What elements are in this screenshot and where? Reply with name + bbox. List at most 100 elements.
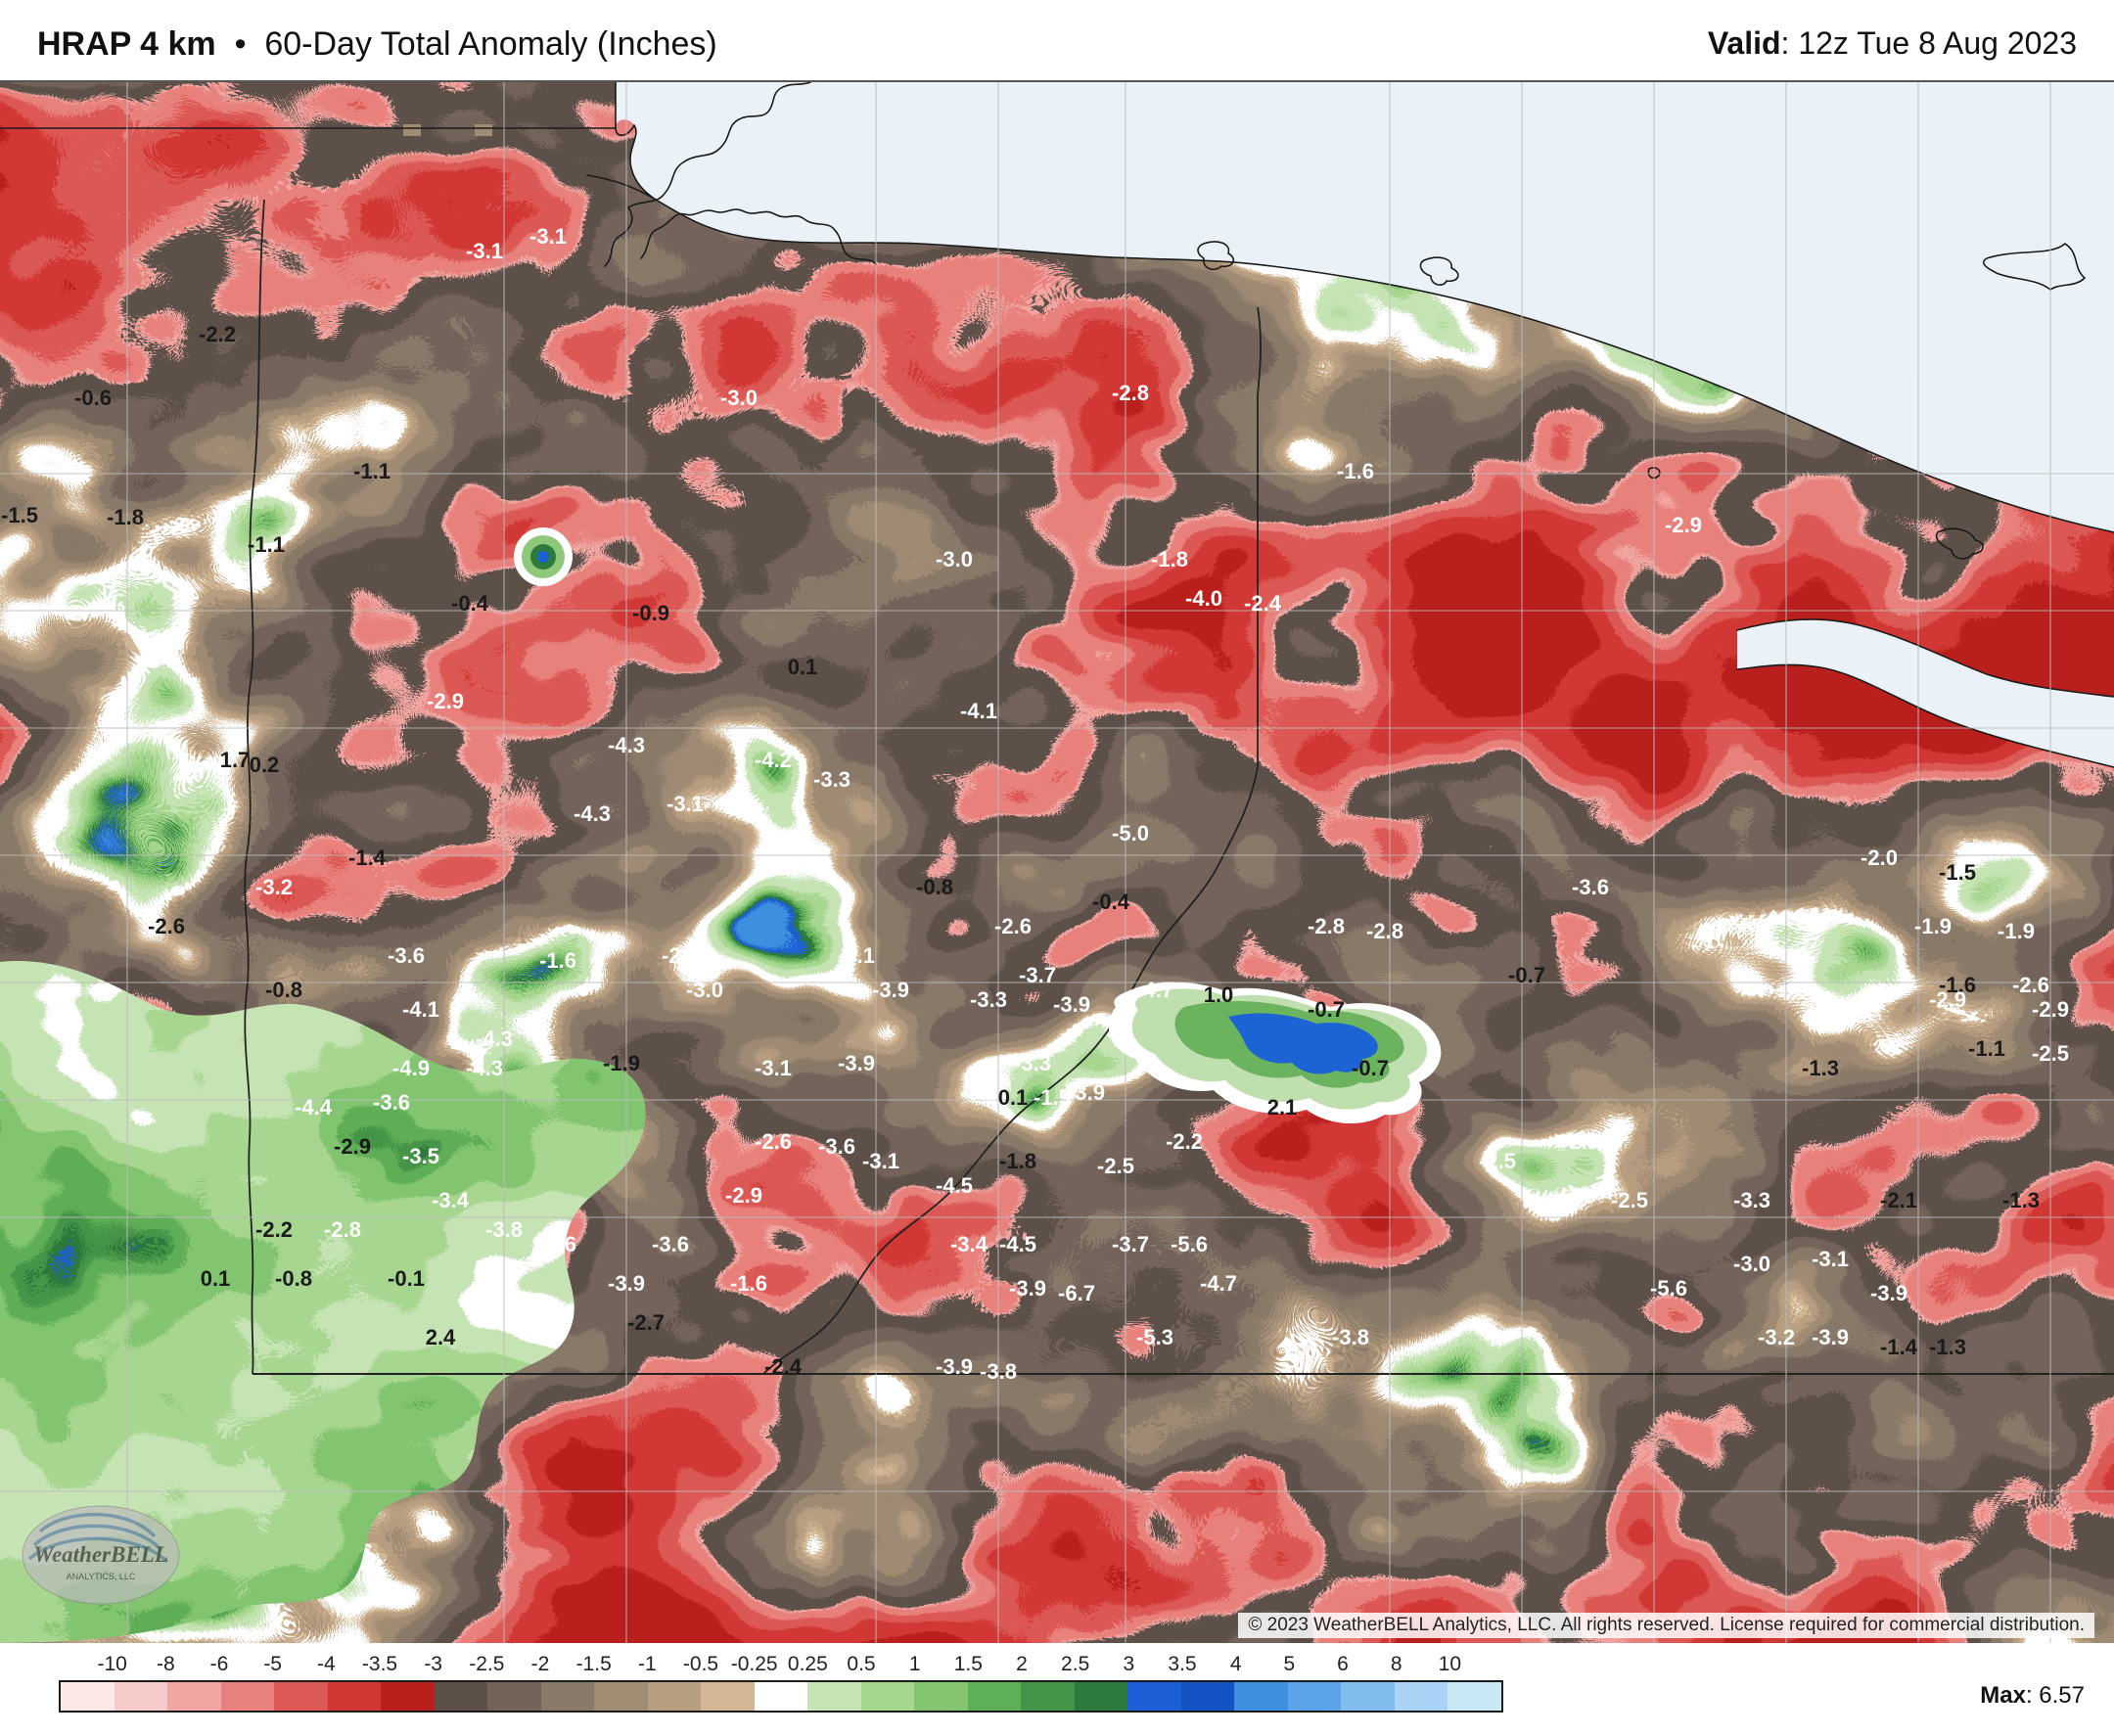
svg-text:-1.1: -1.1 <box>1968 1036 2005 1061</box>
svg-text:-5.3: -5.3 <box>1136 1325 1173 1349</box>
svg-text:-2.9: -2.9 <box>334 1134 371 1159</box>
svg-text:-2.2: -2.2 <box>255 1217 293 1242</box>
svg-text:-4.4: -4.4 <box>295 1095 333 1119</box>
svg-text:0.1: 0.1 <box>788 655 818 679</box>
svg-text:-1.1: -1.1 <box>353 459 391 483</box>
svg-text:-5.6: -5.6 <box>1650 1276 1687 1301</box>
svg-text:-3.7: -3.7 <box>1019 963 1056 987</box>
svg-text:-3.9: -3.9 <box>1053 992 1090 1017</box>
svg-text:-3.1: -3.1 <box>666 792 704 816</box>
svg-text:-2.8: -2.8 <box>324 1217 361 1242</box>
svg-text:ANALYTICS, LLC: ANALYTICS, LLC <box>67 1572 136 1581</box>
svg-text:-2.2: -2.2 <box>1166 1129 1203 1154</box>
svg-text:-1.8: -1.8 <box>107 505 144 529</box>
svg-text:-3.8: -3.8 <box>1332 1325 1369 1349</box>
svg-text:-4.2: -4.2 <box>755 748 792 772</box>
svg-text:-3.6: -3.6 <box>818 1134 855 1159</box>
svg-text:-4.9: -4.9 <box>392 1056 430 1080</box>
svg-text:-1.3: -1.3 <box>1802 1056 1839 1080</box>
svg-text:-3.9: -3.9 <box>608 1271 645 1296</box>
svg-text:-1.6: -1.6 <box>1337 459 1374 483</box>
svg-text:-3.4: -3.4 <box>950 1232 988 1256</box>
svg-text:-3.1: -3.1 <box>466 239 503 263</box>
svg-text:WeatherBELL: WeatherBELL <box>33 1542 168 1567</box>
svg-text:-3.1: -3.1 <box>838 943 875 968</box>
svg-text:-1.5: -1.5 <box>1939 860 1976 885</box>
svg-text:-2.8: -2.8 <box>1308 914 1345 938</box>
svg-text:-3.9: -3.9 <box>1812 1325 1849 1349</box>
svg-text:-2.8: -2.8 <box>1112 381 1149 405</box>
svg-text:0.2: 0.2 <box>250 753 280 777</box>
svg-text:-4.3: -4.3 <box>476 1027 513 1051</box>
svg-text:-0.7: -0.7 <box>1508 963 1545 987</box>
svg-text:-2.9: -2.9 <box>1562 1129 1599 1154</box>
svg-text:-0.8: -0.8 <box>265 978 302 1002</box>
svg-text:-1.6: -1.6 <box>539 948 576 973</box>
svg-text:-1.6: -1.6 <box>730 1271 767 1296</box>
svg-text:-4.1: -4.1 <box>960 699 997 723</box>
svg-text:-1.9: -1.9 <box>603 1051 640 1075</box>
svg-text:-0.8: -0.8 <box>275 1266 312 1291</box>
svg-text:-3.0: -3.0 <box>720 386 758 410</box>
svg-text:-3.2: -3.2 <box>1758 1325 1795 1349</box>
svg-text:-2.4: -2.4 <box>1244 591 1282 616</box>
svg-text:-1.5: -1.5 <box>1 503 38 527</box>
svg-text:-2.0: -2.0 <box>1861 845 1898 870</box>
svg-text:-5.6: -5.6 <box>1171 1232 1208 1256</box>
svg-text:-4.3: -4.3 <box>574 801 611 826</box>
svg-text:-1.8: -1.8 <box>1151 547 1188 571</box>
svg-text:-3.7: -3.7 <box>764 855 802 880</box>
svg-text:-1.9: -1.9 <box>1998 919 2035 943</box>
svg-text:-3.8: -3.8 <box>485 1217 523 1242</box>
svg-text:0.1: 0.1 <box>998 1085 1029 1110</box>
svg-text:-4.3: -4.3 <box>608 733 645 757</box>
svg-text:-2.6: -2.6 <box>148 914 185 938</box>
svg-text:-1.9: -1.9 <box>1914 914 1952 938</box>
svg-text:-2.2: -2.2 <box>199 322 236 346</box>
svg-text:-4.0: -4.0 <box>1185 586 1222 611</box>
svg-text:-3.9: -3.9 <box>1870 1281 1907 1305</box>
svg-text:-1.4: -1.4 <box>1880 1335 1918 1359</box>
svg-text:-3.3: -3.3 <box>813 767 850 792</box>
svg-text:-3.2: -3.2 <box>960 1080 997 1105</box>
svg-text:-3.0: -3.0 <box>686 978 723 1002</box>
svg-text:-3.6: -3.6 <box>388 943 425 968</box>
svg-text:-2.4: -2.4 <box>764 1354 803 1379</box>
svg-text:-3.9: -3.9 <box>872 978 909 1002</box>
svg-text:-1.3: -1.3 <box>2002 1188 2040 1212</box>
svg-text:-4.3: -4.3 <box>466 1056 503 1080</box>
svg-text:-3.9: -3.9 <box>1009 1276 1046 1301</box>
svg-text:-3.1: -3.1 <box>1812 1247 1849 1271</box>
svg-text:-2.8: -2.8 <box>1366 919 1403 943</box>
svg-text:-5.0: -5.0 <box>1112 821 1149 845</box>
svg-text:0.1: 0.1 <box>201 1266 231 1291</box>
svg-text:-2.5: -2.5 <box>1611 1188 1648 1212</box>
svg-text:-2.5: -2.5 <box>2032 1041 2069 1066</box>
svg-text:-1.8: -1.8 <box>999 1149 1036 1173</box>
svg-text:-2.9: -2.9 <box>1929 987 1966 1012</box>
svg-text:-0.4: -0.4 <box>451 591 489 616</box>
svg-text:-2.7: -2.7 <box>627 1310 665 1335</box>
svg-text:1.0: 1.0 <box>1204 982 1234 1007</box>
svg-text:-3.8: -3.8 <box>980 1359 1017 1384</box>
svg-text:-3.0: -3.0 <box>936 547 973 571</box>
svg-text:-3.9: -3.9 <box>1068 1080 1105 1105</box>
svg-text:-4.7: -4.7 <box>1136 978 1173 1002</box>
svg-text:-4.5: -4.5 <box>999 1232 1036 1256</box>
svg-text:-0.7: -0.7 <box>1352 1056 1389 1080</box>
svg-text:-0.9: -0.9 <box>632 601 669 625</box>
svg-text:-0.7: -0.7 <box>1308 997 1345 1022</box>
svg-text:-1.3: -1.3 <box>1929 1335 1966 1359</box>
svg-text:-6.7: -6.7 <box>1058 1281 1095 1305</box>
svg-text:-0.4: -0.4 <box>1092 890 1130 914</box>
svg-text:-2.6: -2.6 <box>994 914 1032 938</box>
svg-text:-0.1: -0.1 <box>388 1266 425 1291</box>
svg-text:2.4: 2.4 <box>426 1325 456 1349</box>
svg-text:-3.6: -3.6 <box>652 1232 689 1256</box>
svg-text:-1.1: -1.1 <box>248 532 285 557</box>
svg-text:-2.9: -2.9 <box>1665 513 1702 537</box>
svg-text:-2.6: -2.6 <box>755 1129 792 1154</box>
svg-text:-2.5: -2.5 <box>1097 1154 1134 1178</box>
svg-text:-1.5: -1.5 <box>1034 1085 1071 1110</box>
svg-text:-0.8: -0.8 <box>916 875 953 899</box>
